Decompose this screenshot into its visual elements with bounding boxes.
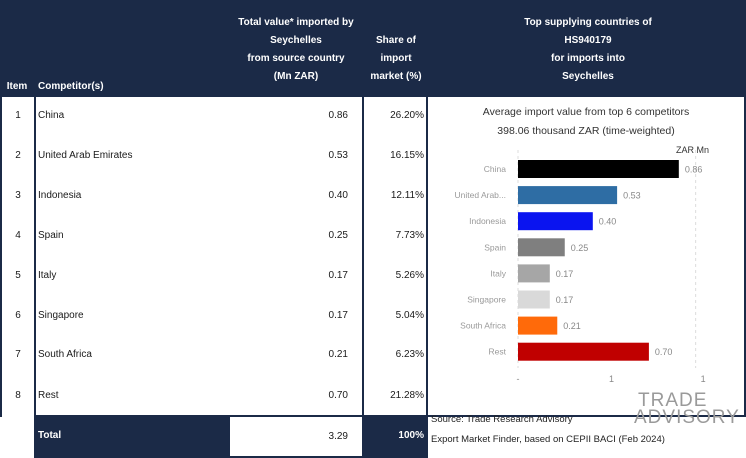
total-share: 100% (398, 430, 424, 441)
chart-title: Average import value from top 6 competit… (482, 106, 690, 118)
header-share-line2: import (380, 53, 412, 64)
bar (518, 342, 649, 361)
row-value: 0.70 (328, 390, 348, 401)
table-body-frame (34, 97, 364, 417)
row-item: 8 (15, 390, 21, 401)
header-top-supplying: Top supplying countries of HS940179 for … (430, 14, 746, 86)
row-competitor: Singapore (38, 310, 84, 321)
row-competitor: Indonesia (38, 190, 82, 201)
header-competitor: Competitor(s) (38, 81, 104, 92)
table-body-left-border (0, 97, 2, 417)
header-item: Item (6, 81, 28, 92)
category-label: United Arab... (454, 190, 506, 200)
row-competitor: United Arab Emirates (38, 150, 133, 161)
row-value: 0.25 (328, 230, 348, 241)
header-band (0, 0, 746, 97)
row-item: 6 (15, 310, 21, 321)
header-top-line4: Seychelles (562, 71, 614, 82)
bar (518, 212, 593, 231)
row-item: 7 (15, 349, 21, 360)
row-competitor: Italy (38, 270, 57, 281)
bar (518, 264, 550, 283)
bar (518, 238, 565, 257)
x-tick-label: 1 (609, 374, 614, 384)
row-share: 5.26% (395, 270, 424, 281)
chart-frame (428, 97, 746, 417)
row-item: 3 (15, 190, 21, 201)
category-label: China (484, 164, 506, 174)
value-label: 0.70 (655, 347, 673, 357)
bar (518, 160, 679, 178)
header-total-value-line4: (Mn ZAR) (273, 71, 319, 82)
header-total-value-line3: from source country (247, 53, 345, 64)
bar (518, 316, 558, 335)
category-label: Rest (489, 347, 507, 357)
header-share-line3: market (%) (370, 71, 422, 82)
header-total-value-line1: Total value* imported by (238, 17, 354, 28)
trade-advisory-logo: TRADE ADVISORY (634, 390, 740, 428)
row-item: 2 (15, 150, 21, 161)
header-top-line2: HS940179 (564, 35, 612, 46)
header-share: Share of import market (%) (364, 32, 428, 86)
row-share: 12.11% (390, 190, 424, 201)
bar (518, 290, 550, 309)
category-label: Singapore (467, 295, 506, 305)
row-value: 0.21 (328, 349, 348, 360)
total-value: 3.29 (328, 431, 348, 442)
row-competitor: Spain (38, 230, 64, 241)
total-share-cell (364, 417, 428, 458)
value-label: 0.53 (623, 191, 641, 201)
bar-chart: China 0.86 United Arab... 0.53 Indonesia 0.40… (454, 150, 706, 384)
chart-subtitle: 398.06 thousand ZAR (time-weighted) (497, 125, 675, 137)
x-tick-label: - (517, 374, 520, 384)
row-share: 5.04% (395, 310, 424, 321)
category-label: Spain (484, 242, 506, 252)
category-label: Italy (490, 268, 506, 278)
row-item: 4 (15, 230, 21, 241)
value-label: 0.86 (685, 165, 703, 175)
row-share: 16.15% (390, 150, 424, 161)
share-column-frame (364, 97, 428, 417)
value-label: 0.25 (571, 243, 589, 253)
row-competitor: China (38, 110, 65, 121)
category-label: Indonesia (469, 216, 506, 226)
header-top-line3: for imports into (551, 53, 625, 64)
header-share-line1: Share of (375, 35, 416, 46)
row-share: 26.20% (390, 110, 424, 121)
total-value-cell (228, 417, 364, 458)
row-value: 0.17 (328, 270, 348, 281)
value-label: 0.17 (556, 295, 574, 305)
x-tick-label: 1 (701, 374, 706, 384)
total-label: Total (38, 430, 62, 441)
row-item: 1 (15, 110, 21, 121)
bar (518, 186, 618, 205)
row-competitor: Rest (38, 390, 59, 401)
logo-line1: TRADE (638, 390, 708, 411)
row-share: 21.28% (390, 390, 424, 401)
logo-line2: ADVISORY (634, 407, 740, 428)
row-value: 0.40 (328, 190, 348, 201)
row-value: 0.86 (328, 110, 348, 121)
row-item: 5 (15, 270, 21, 281)
row-share: 6.23% (395, 349, 424, 360)
header-total-value-line2: Seychelles (270, 35, 322, 46)
note-text: Export Market Finder, based on CEPII BAC… (431, 434, 665, 445)
chart-unit-label: ZAR Mn (676, 145, 710, 155)
value-label: 0.17 (556, 269, 574, 279)
value-label: 0.40 (599, 217, 617, 227)
row-share: 7.73% (395, 230, 424, 241)
header-total-value: Total value* imported by Seychelles from… (228, 14, 364, 86)
total-label-cell (34, 417, 228, 458)
header-top-line1: Top supplying countries of (524, 17, 652, 28)
source-text: Source: Trade Research Advisory (431, 414, 573, 425)
row-competitor: South Africa (38, 349, 92, 360)
row-value: 0.53 (328, 150, 348, 161)
value-label: 0.21 (563, 321, 581, 331)
category-label: South Africa (460, 321, 506, 331)
row-value: 0.17 (328, 310, 348, 321)
